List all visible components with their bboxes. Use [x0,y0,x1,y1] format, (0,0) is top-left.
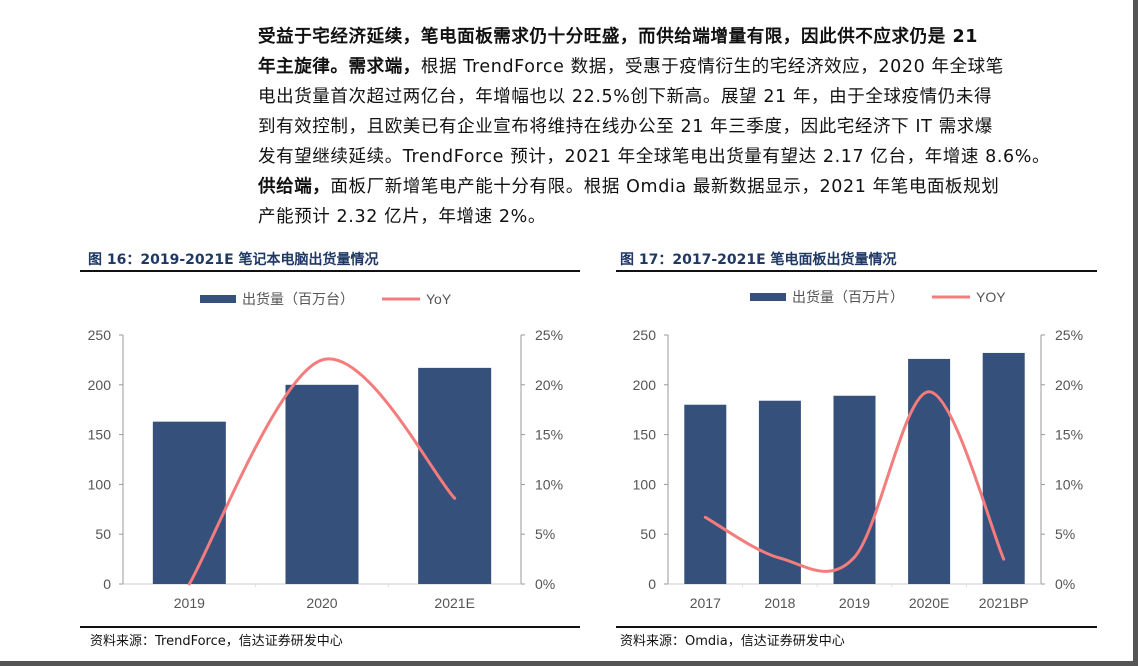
right-tick-label: 0% [535,576,555,592]
text: 发有望继续延续。TrendForce 预计，2021 年全球笔电出货量有望达 2… [258,147,1051,167]
left-tick-label: 250 [633,327,657,343]
figure-17-bottom-rule [616,626,1097,628]
bar [982,352,1025,584]
bold-text: 年主旋律。需求端， [258,57,421,77]
figure-16-title: 图 16：2019-2021E 笔记本电脑出货量情况 [88,252,379,268]
bold-text: 受益于宅经济延续，笔电面板需求仍十分旺盛，而供给端增量有限，因此供不应求仍是 2… [258,27,979,47]
figure-17-title: 图 17：2017-2021E 笔电面板出货量情况 [620,252,897,268]
bar [684,404,727,584]
right-tick-label: 5% [535,526,555,542]
bar [758,400,801,584]
legend-line-label: YOY [976,289,1006,305]
right-tick-label: 15% [1055,427,1083,443]
left-tick-label: 100 [633,476,657,492]
left-tick-label: 150 [88,427,112,443]
x-tick-label: 2021E [434,595,474,611]
paragraph-line: 受益于宅经济延续，笔电面板需求仍十分旺盛，而供给端增量有限，因此供不应求仍是 2… [258,22,1058,52]
figure-16-source: 资料来源：TrendForce，信达证券研发中心 [90,634,343,649]
right-tick-label: 20% [1055,377,1083,393]
left-tick-label: 200 [88,377,112,393]
yoy-line [187,357,457,586]
right-tick-label: 10% [535,476,563,492]
left-tick-label: 150 [633,427,657,443]
paragraph-line: 产能预计 2.32 亿片，年增速 2%。 [258,202,1058,232]
right-tick-label: 5% [1055,526,1075,542]
left-tick-label: 0 [648,576,656,592]
x-tick-label: 2020 [306,595,337,611]
paragraph-line: 供给端，面板厂新增笔电产能十分有限。根据 Omdia 最新数据显示，2021 年… [258,172,1058,202]
figure-17-source: 资料来源：Omdia，信达证券研发中心 [620,634,845,649]
x-tick-label: 2017 [690,595,721,611]
left-tick-label: 50 [640,526,656,542]
right-tick-label: 25% [535,327,563,343]
bar [833,395,876,584]
x-tick-label: 2019 [839,595,870,611]
left-tick-label: 200 [633,377,657,393]
x-tick-label: 2019 [174,595,205,611]
body-paragraph: 受益于宅经济延续，笔电面板需求仍十分旺盛，而供给端增量有限，因此供不应求仍是 2… [258,22,1058,232]
bar [285,384,359,584]
paragraph-line: 到有效控制，且欧美已有企业宣布将维持在线办公至 21 年三季度，因此宅经济下 I… [258,112,1058,142]
legend-bar-label: 出货量（百万台） [242,291,354,307]
left-tick-label: 100 [88,476,112,492]
text: 产能预计 2.32 亿片，年增速 2%。 [258,207,546,227]
legend-line-label: YoY [426,291,452,307]
left-tick-label: 0 [103,576,111,592]
paragraph-line: 年主旋律。需求端，根据 TrendForce 数据，受惠于疫情衍生的宅经济效应，… [258,52,1058,82]
yoy-line [703,390,1006,573]
x-tick-label: 2018 [764,595,795,611]
right-tick-label: 10% [1055,476,1083,492]
x-tick-label: 2021BP [979,595,1029,611]
figure-17-top-rule [616,270,1097,272]
text: 电出货量首次超过两亿台，年增幅也以 22.5%创下新高。展望 21 年，由于全球… [258,87,993,107]
bar [908,358,951,584]
bar [418,367,492,584]
figure-16-top-rule [80,270,580,272]
bold-text: 供给端， [258,177,331,197]
text: 根据 TrendForce 数据，受惠于疫情衍生的宅经济效应，2020 年全球笔 [420,57,1004,77]
right-tick-label: 0% [1055,576,1075,592]
legend-bar-swatch [750,293,786,301]
right-tick-label: 25% [1055,327,1083,343]
page-frame-right [1133,0,1138,666]
paragraph-line: 电出货量首次超过两亿台，年增幅也以 22.5%创下新高。展望 21 年，由于全球… [258,82,1058,112]
bar [152,421,226,584]
left-tick-label: 50 [95,526,111,542]
text: 面板厂新增笔电产能十分有限。根据 Omdia 最新数据显示，2021 年笔电面板… [330,177,1000,197]
legend-bar-swatch [200,295,236,303]
figure-16-bottom-rule [80,626,580,628]
paragraph-line: 发有望继续延续。TrendForce 预计，2021 年全球笔电出货量有望达 2… [258,142,1058,172]
text: 到有效控制，且欧美已有企业宣布将维持在线办公至 21 年三季度，因此宅经济下 I… [258,117,993,137]
legend-bar-label: 出货量（百万片） [792,289,904,305]
x-tick-label: 2020E [909,595,949,611]
right-tick-label: 15% [535,427,563,443]
right-tick-label: 20% [535,377,563,393]
left-tick-label: 250 [88,327,112,343]
page-frame-bottom [0,661,1138,666]
